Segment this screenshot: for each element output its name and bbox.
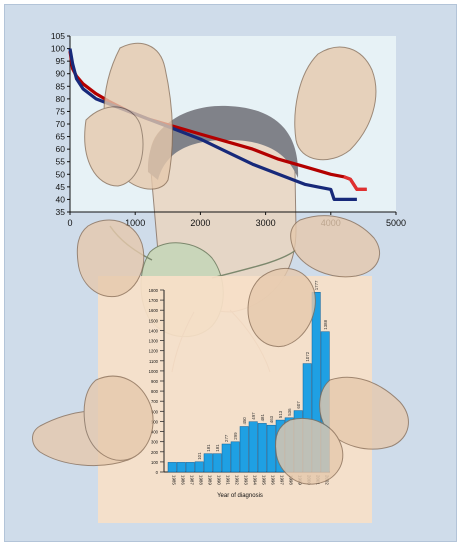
bar-1986	[176, 462, 186, 473]
bottom-y-tick-label: 800	[151, 389, 159, 394]
bar-category-label: 1994	[253, 475, 258, 485]
bottom-y-tick-label: 600	[151, 409, 159, 414]
bottom-y-tick-label: 1200	[149, 349, 159, 354]
top-y-tick-label: 100	[51, 44, 65, 54]
bar-1995	[257, 423, 267, 473]
top-y-tick-label: 95	[56, 56, 66, 66]
bottom-y-tick-label: 500	[151, 419, 159, 424]
bar-value-label: 101	[197, 452, 202, 460]
bottom-y-tick-label: 1000	[149, 369, 159, 374]
bar-1994	[248, 421, 258, 473]
bar-value-label: 450	[242, 417, 247, 425]
bottom-y-tick-label: 300	[151, 440, 159, 445]
top-y-tick-label: 60	[56, 144, 66, 154]
bottom-y-tick-label: 1600	[149, 308, 159, 313]
bar-category-label: 1993	[244, 475, 249, 485]
bar-1991	[221, 443, 231, 473]
bottom-y-tick-label: 1500	[149, 318, 159, 323]
bottom-y-tick-label: 0	[156, 470, 159, 475]
bar-category-label: 1987	[190, 475, 195, 485]
bottom-y-tick-label: 400	[151, 430, 159, 435]
top-y-tick-label: 90	[56, 69, 66, 79]
bottom-y-tick-label: 200	[151, 450, 159, 455]
bottom-y-tick-label: 1800	[149, 288, 159, 293]
bar-category-label: 1995	[262, 475, 267, 485]
bottom-y-tick-label: 1100	[149, 359, 159, 364]
top-y-tick-label: 40	[56, 194, 66, 204]
bottom-y-tick-label: 1700	[149, 298, 159, 303]
top-y-tick-label: 45	[56, 182, 66, 192]
bottom-y-tick-label: 900	[151, 379, 159, 384]
top-y-ticks: 35 40 45 50 55 60 65 70 75 80 85 90 95 100 105	[51, 31, 70, 217]
bar-1988	[194, 461, 204, 473]
bar-value-label: 299	[233, 432, 238, 440]
bar-1993	[239, 426, 249, 473]
bar-category-label: 1991	[226, 475, 231, 485]
bar-value-label: 181	[215, 444, 220, 452]
top-x-tick-label: 5000	[386, 218, 406, 228]
bar-value-label: 513	[278, 410, 283, 418]
bar-category-label: 1985	[172, 475, 177, 485]
top-y-tick-label: 85	[56, 81, 66, 91]
top-series-line-1-tail	[343, 175, 367, 191]
bar-1990	[212, 453, 222, 473]
bar-value-label: 536	[287, 408, 292, 416]
bar-value-label: 181	[206, 444, 211, 452]
bar-category-label: 1992	[235, 475, 240, 485]
bottom-y-tick-label: 100	[151, 460, 159, 465]
bottom-y-tick-label: 1300	[149, 339, 159, 344]
bar-1992	[230, 441, 240, 473]
bar-category-label: 1997	[280, 475, 285, 485]
bar-1987	[185, 462, 195, 473]
top-x-tick-label: 3000	[256, 218, 276, 228]
bar-value-label: 497	[251, 412, 256, 420]
bar-value-label: 481	[260, 414, 265, 422]
bar-value-label: 607	[296, 401, 301, 409]
bar-category-label: 1998	[289, 475, 294, 485]
bar-category-label: 1990	[217, 475, 222, 485]
bar-category-label: 1989	[208, 475, 213, 485]
bar-category-label: 1996	[271, 475, 276, 485]
bottom-y-tick-label: 1400	[149, 328, 159, 333]
bar-value-label: 277	[224, 434, 229, 442]
top-y-tick-label: 50	[56, 169, 66, 179]
bottom-x-axis-title: Year of diagnosis	[217, 493, 263, 499]
top-x-tick-label: 0	[67, 218, 72, 228]
bar-category-label: 1986	[181, 475, 186, 485]
bar-1989	[203, 453, 213, 473]
top-y-tick-label: 55	[56, 157, 66, 167]
top-y-tick-label: 105	[51, 31, 65, 41]
bar-value-label: 463	[269, 415, 274, 423]
top-x-tick-label: 2000	[190, 218, 210, 228]
top-series-line-2	[68, 48, 357, 201]
top-y-tick-label: 70	[56, 119, 66, 129]
bottom-y-ticks: 0 100 200 300 400 500 600 700 800 900 1000 1100 1200…	[149, 288, 164, 475]
bar-value-label: 1388	[323, 319, 328, 329]
top-x-tick-label: 1000	[125, 218, 145, 228]
top-y-tick-label: 35	[56, 207, 66, 217]
top-y-tick-label: 80	[56, 94, 66, 104]
bottom-y-tick-label: 700	[151, 399, 159, 404]
bar-1996	[266, 424, 276, 473]
top-y-tick-label: 75	[56, 106, 66, 116]
bar-value-label: 1777	[314, 280, 319, 290]
top-y-tick-label: 65	[56, 132, 66, 142]
top-series	[68, 48, 367, 201]
hands-illustration-icon	[32, 42, 409, 485]
bar-category-label: 1988	[199, 475, 204, 485]
bar-1985	[167, 462, 177, 473]
bar-value-label: 1072	[305, 351, 310, 361]
